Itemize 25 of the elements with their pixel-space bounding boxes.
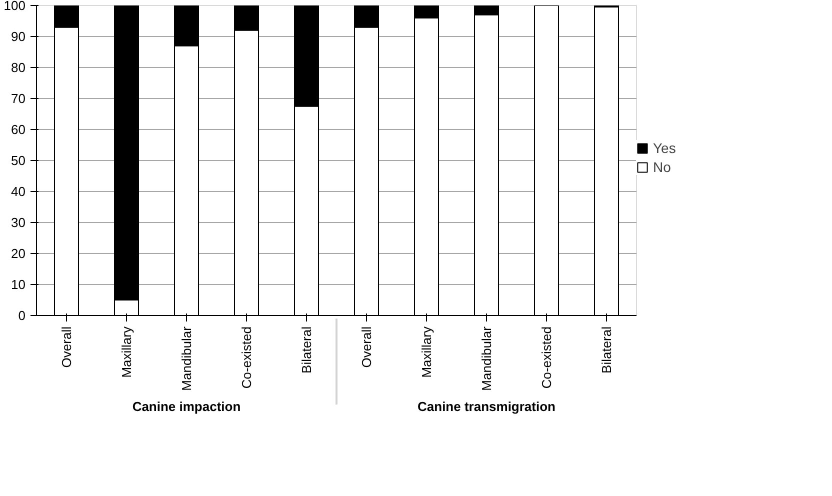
text: Canine transmigration	[418, 398, 556, 414]
x-tick-label: Maxillary	[119, 326, 134, 378]
y-tick-label: 30	[11, 215, 26, 230]
x-tick-label: Bilateral	[599, 326, 614, 374]
x-tick-label: Bilateral	[299, 326, 314, 374]
x-tick-label: Co-existed	[239, 326, 254, 389]
y-tick-label: 80	[11, 60, 26, 75]
y-tick-label: 60	[11, 122, 26, 137]
x-tick-label: Mandibular	[179, 326, 194, 391]
legend-label: Yes	[653, 140, 676, 156]
x-tick-label: Maxillary	[419, 326, 434, 378]
y-tick-label: 70	[11, 91, 26, 106]
y-tick-label: 20	[11, 246, 26, 261]
x-tick-label: Overall	[59, 326, 74, 368]
y-tick-label: 90	[11, 29, 26, 44]
x-tick-label: Overall	[359, 326, 374, 368]
legend-label: No	[653, 159, 672, 175]
x-tick-label: Co-existed	[539, 326, 554, 389]
y-tick-label: 100	[4, 0, 26, 13]
y-tick-label: 50	[11, 153, 26, 168]
y-tick-label: 40	[11, 184, 26, 199]
text: Canine impaction	[132, 398, 241, 414]
y-tick-label: 0	[18, 308, 26, 323]
x-tick-label: Mandibular	[479, 326, 494, 391]
y-tick-label: 10	[11, 277, 26, 292]
